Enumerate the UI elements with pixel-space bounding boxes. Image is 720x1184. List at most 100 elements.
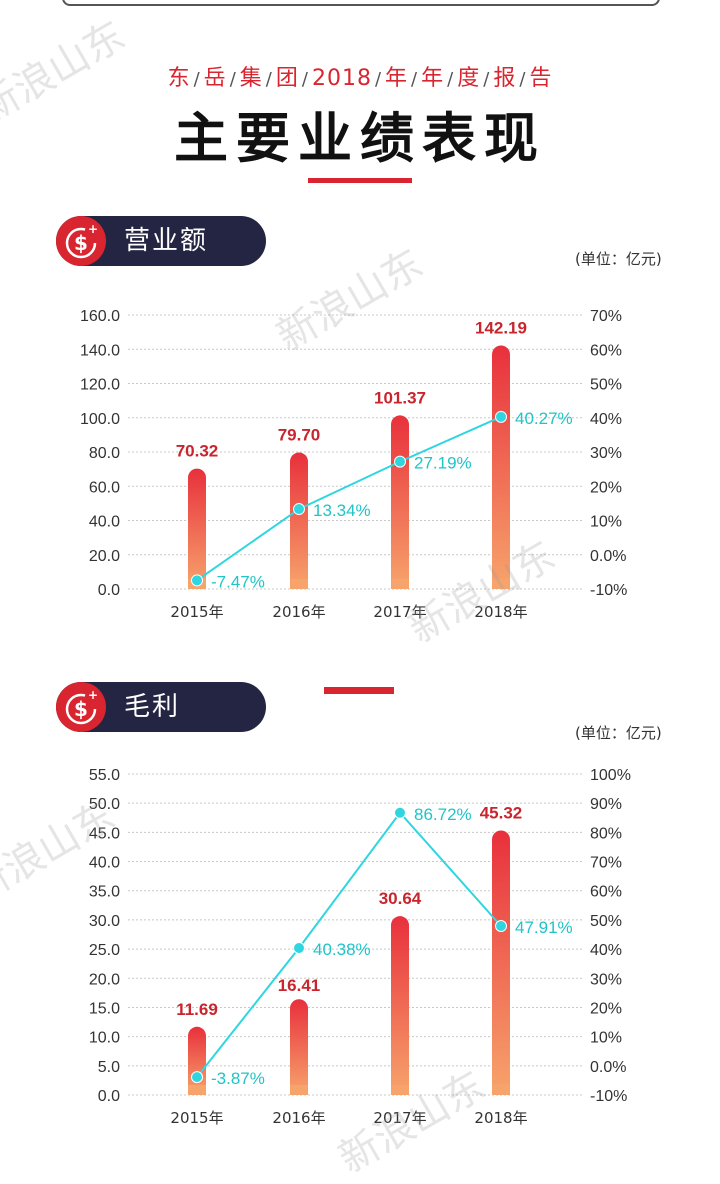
- bar: [290, 452, 308, 589]
- left-axis-tick: 20.0: [89, 971, 120, 988]
- subtitle-separator: /: [519, 69, 527, 90]
- left-axis-tick: 5.0: [98, 1059, 120, 1076]
- subtitle-part: 年: [421, 66, 445, 91]
- page-title: 主要业绩表现: [174, 107, 546, 170]
- dollar-coin-icon: $ +: [56, 682, 106, 732]
- bar-value-label: 70.32: [176, 442, 219, 461]
- growth-point: [191, 574, 203, 587]
- unit-label: (单位：亿元): [575, 724, 662, 742]
- growth-point: [394, 455, 406, 468]
- growth-label: 40.38%: [313, 940, 371, 959]
- right-axis-tick: 0.0%: [590, 548, 626, 565]
- bar-value-label: 11.69: [176, 1000, 218, 1019]
- subtitle-part: 年: [385, 66, 409, 91]
- bar-value-label: 30.64: [379, 889, 422, 908]
- left-axis-tick: 20.0: [89, 548, 120, 565]
- subtitle-part: 度: [457, 66, 481, 91]
- subtitle-part: 告: [529, 66, 553, 91]
- left-axis-tick: 10.0: [89, 1030, 120, 1047]
- top-frame-edge: [62, 0, 660, 6]
- right-axis-tick: 20%: [590, 1000, 622, 1017]
- right-axis-tick: 0.0%: [590, 1059, 626, 1076]
- left-axis-tick: 50.0: [89, 796, 120, 813]
- bar: [188, 468, 206, 589]
- subtitle-part: 集: [239, 66, 263, 91]
- growth-point: [293, 941, 305, 954]
- x-axis-tick: 2018年: [474, 1109, 527, 1127]
- bar: [492, 345, 510, 589]
- growth-label: 86.72%: [414, 805, 472, 824]
- growth-label: 47.91%: [515, 918, 573, 937]
- left-axis-tick: 30.0: [89, 913, 120, 930]
- subtitle-separator: /: [483, 69, 491, 90]
- bar: [290, 999, 308, 1095]
- revenue-chart: 0.0 -10% 20.0 0.0% 40.0 10% 60.0 20% 80.0 30% 100.…: [80, 308, 627, 621]
- bar: [188, 1026, 206, 1095]
- right-axis-tick: 60%: [590, 342, 622, 359]
- left-axis-tick: 55.0: [89, 767, 120, 784]
- bar-value-label: 16.41: [278, 976, 321, 995]
- report-subtitle: 东 / 岳 / 集 / 团/2018/年 / 年 / 度 / 报 / 告: [0, 60, 720, 92]
- subtitle-part: 2018: [311, 66, 372, 91]
- right-axis-tick: 50%: [590, 377, 622, 394]
- right-axis-tick: 60%: [590, 884, 622, 901]
- subtitle-separator: /: [301, 69, 309, 90]
- right-axis-tick: 40%: [590, 411, 622, 428]
- right-axis-tick: 70%: [590, 308, 622, 325]
- svg-text:$: $: [74, 231, 88, 255]
- left-axis-tick: 15.0: [89, 1000, 120, 1017]
- right-axis-tick: 30%: [590, 971, 622, 988]
- bar: [391, 415, 409, 589]
- subtitle-separator: /: [229, 69, 237, 90]
- right-axis-tick: 10%: [590, 1030, 622, 1047]
- svg-text:$: $: [74, 697, 88, 721]
- bar-base: [391, 579, 409, 589]
- x-axis-tick: 2016年: [272, 603, 325, 621]
- bar-value-label: 142.19: [475, 318, 527, 337]
- left-axis-tick: 100.0: [80, 411, 120, 428]
- growth-point: [495, 410, 507, 423]
- svg-text:+: +: [88, 688, 98, 702]
- growth-line: [196, 415, 502, 582]
- left-axis-tick: 60.0: [89, 479, 120, 496]
- subtitle-separator: /: [374, 69, 383, 90]
- left-axis-tick: 40.0: [89, 855, 120, 872]
- section-label: 毛利: [124, 692, 181, 722]
- right-axis-tick: 50%: [590, 913, 622, 930]
- x-axis-tick: 2015年: [170, 1109, 223, 1127]
- subtitle-part: 东: [167, 66, 191, 91]
- right-axis-tick: 100%: [590, 767, 631, 784]
- right-axis-tick: 80%: [590, 825, 622, 842]
- title-divider: [308, 178, 412, 183]
- growth-label: 27.19%: [414, 454, 472, 473]
- growth-line: [196, 811, 502, 1078]
- dollar-coin-icon: $ +: [56, 216, 106, 266]
- bar: [391, 916, 409, 1095]
- left-axis-tick: 160.0: [80, 308, 120, 325]
- x-axis-tick: 2017年: [373, 603, 426, 621]
- bar-base: [492, 579, 510, 589]
- growth-label: -7.47%: [211, 572, 265, 591]
- x-axis-tick: 2016年: [272, 1109, 325, 1127]
- left-axis-tick: 80.0: [89, 445, 120, 462]
- right-axis-tick: 40%: [590, 942, 622, 959]
- x-axis-tick: 2017年: [373, 1109, 426, 1127]
- growth-label: 13.34%: [313, 501, 371, 520]
- svg-text:+: +: [88, 222, 98, 236]
- gross-profit-chart: 0.0 -10% 5.0 0.0% 10.0 10% 15.0 20% 20.0 30% 25.0 4…: [89, 767, 631, 1127]
- growth-label: 40.27%: [515, 409, 573, 428]
- subtitle-separator: /: [193, 69, 201, 90]
- bar-value-label: 79.70: [278, 426, 321, 445]
- growth-point: [191, 1071, 203, 1084]
- growth-point: [293, 503, 305, 516]
- bar-value-label: 101.37: [374, 388, 426, 407]
- left-axis-tick: 40.0: [89, 514, 120, 531]
- left-axis-tick: 35.0: [89, 884, 120, 901]
- right-axis-tick: 10%: [590, 514, 622, 531]
- bar: [492, 830, 510, 1095]
- left-axis-tick: 45.0: [89, 825, 120, 842]
- x-axis-tick: 2015年: [170, 603, 223, 621]
- bar-base: [290, 1085, 308, 1095]
- subtitle-part: 报: [493, 66, 517, 91]
- left-axis-tick: 140.0: [80, 342, 120, 359]
